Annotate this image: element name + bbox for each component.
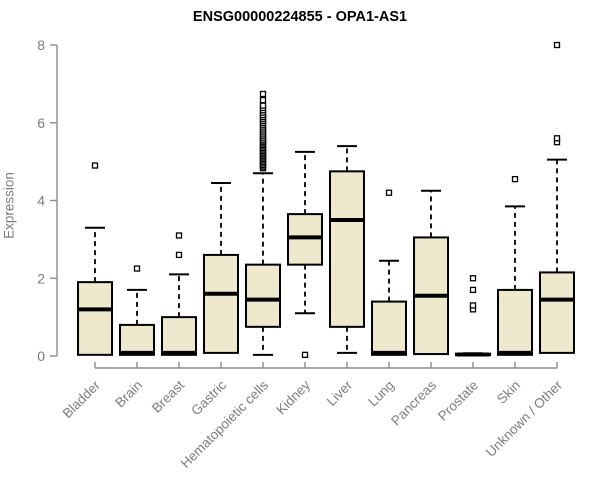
x-tick-label-skin: Skin bbox=[494, 378, 523, 407]
boxplot-liver bbox=[329, 145, 365, 354]
outlier-point bbox=[175, 251, 183, 259]
boxplot-unknown-other bbox=[539, 41, 575, 354]
outlier-point bbox=[553, 41, 561, 49]
x-tick-label-pancreas: Pancreas bbox=[388, 377, 439, 428]
x-tick-label-gastric: Gastric bbox=[188, 377, 229, 418]
outlier-point bbox=[133, 265, 141, 272]
boxplot-breast bbox=[161, 232, 197, 356]
x-tick-label-lung: Lung bbox=[365, 378, 397, 410]
x-tick-label-bladder: Bladder bbox=[60, 377, 104, 421]
iqr-box bbox=[77, 281, 113, 356]
iqr-box bbox=[245, 263, 281, 328]
boxplot-pancreas bbox=[413, 189, 449, 356]
boxplot-hematopoietic-cells bbox=[245, 90, 281, 356]
outlier-point bbox=[553, 135, 561, 142]
outlier-point bbox=[259, 97, 267, 104]
boxplot-lung bbox=[371, 189, 407, 356]
x-tick-label-unknown-other: Unknown / Other bbox=[483, 377, 566, 460]
boxplot-bladder bbox=[77, 162, 113, 356]
x-tick-label-liver: Liver bbox=[324, 377, 356, 409]
x-tick-label-breast: Breast bbox=[149, 377, 187, 415]
x-tick-label-brain: Brain bbox=[112, 378, 145, 411]
boxplot-brain bbox=[119, 265, 155, 356]
outlier-point bbox=[469, 275, 477, 282]
iqr-box bbox=[119, 323, 155, 356]
chart-title: ENSG00000224855 - OPA1-AS1 bbox=[192, 9, 408, 25]
y-tick-label: 2 bbox=[37, 270, 45, 286]
outlier-point bbox=[259, 90, 267, 98]
boxplot-skin bbox=[497, 175, 533, 356]
iqr-box bbox=[203, 253, 239, 354]
outlier-point bbox=[301, 351, 309, 358]
outlier-point bbox=[469, 302, 477, 309]
outlier-point bbox=[175, 232, 183, 239]
iqr-box bbox=[371, 300, 407, 356]
boxplot-prostate bbox=[455, 275, 491, 357]
outlier-point bbox=[259, 102, 267, 109]
outlier-point bbox=[385, 189, 393, 196]
y-tick-label: 4 bbox=[37, 193, 45, 209]
boxplot-gastric bbox=[203, 182, 239, 354]
iqr-box bbox=[497, 288, 533, 356]
x-tick-label-kidney: Kidney bbox=[273, 377, 313, 417]
iqr-box bbox=[161, 316, 197, 356]
outlier-point bbox=[511, 175, 519, 183]
iqr-box bbox=[329, 170, 365, 328]
outlier-point bbox=[91, 162, 99, 169]
outlier-point bbox=[469, 286, 477, 294]
y-tick-label: 6 bbox=[37, 115, 45, 131]
iqr-box bbox=[539, 271, 575, 354]
x-tick-label-prostate: Prostate bbox=[435, 378, 481, 424]
y-tick-label: 8 bbox=[37, 37, 45, 53]
boxplot-kidney bbox=[287, 150, 323, 358]
y-tick-label: 0 bbox=[37, 348, 45, 364]
